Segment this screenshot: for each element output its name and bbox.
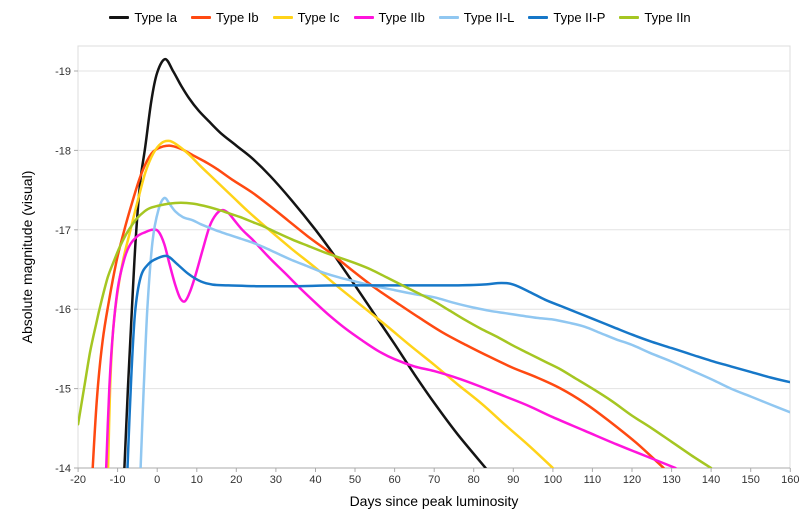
x-tick-label: 140 [702,474,720,486]
legend-item-type-iib: Type IIb [353,9,425,25]
legend-swatch-type-ii-p [528,15,549,19]
x-tick-label: 110 [584,474,602,486]
legend-swatch-type-ic [272,15,293,19]
x-tick-label: 90 [507,474,519,486]
y-tick-label: -17 [55,225,71,237]
x-tick-label: 100 [544,474,562,486]
curve-type-ia [123,57,487,468]
x-tick-label: 60 [388,474,400,486]
y-tick-label: -15 [55,384,71,396]
legend-label: Type Ib [215,9,259,25]
curve-type-ii-p [126,254,790,468]
legend-item-type-ic: Type Ic [272,9,340,25]
legend-item-type-ii-p: Type II-P [528,10,605,25]
curve-type-ii-l [139,196,790,468]
x-tick-label: 50 [349,474,361,486]
x-tick-label: -10 [110,474,126,486]
chart-legend: Type Ia Type Ib Type Ic Type IIb Type II-L Ty… [0,6,800,28]
curve-type-iin [78,201,713,468]
curve-type-iib [104,208,677,468]
x-tick-label: 20 [230,474,242,486]
x-tick-label: -20 [70,474,86,486]
y-axis-title: Absolute magnitude (visual) [19,170,35,344]
legend-item-type-ii-l: Type II-L [438,9,515,25]
legend-label: Type Ia [134,9,177,25]
legend-item-type-ia: Type Ia [109,10,177,25]
x-tick-label: 150 [742,474,760,486]
legend-item-type-ib: Type Ib [190,9,259,25]
x-tick-label: 30 [270,474,282,486]
legend-label: Type II-P [553,9,606,25]
x-tick-label: 0 [154,474,160,486]
x-tick-label: 40 [309,474,321,486]
legend-swatch-type-ia [109,15,130,19]
x-tick-label: 70 [428,474,440,486]
x-tick-label: 120 [623,474,641,486]
legend-swatch-type-ii-l [438,15,459,19]
x-tick-label: 130 [662,474,680,486]
y-tick-label: -14 [55,463,71,475]
curve-type-ib [91,144,665,468]
x-tick-label: 80 [468,474,480,486]
x-tick-label: 10 [191,474,203,486]
x-tick-label: 160 [781,474,799,486]
y-tick-label: -18 [55,145,71,157]
y-tick-label: -19 [55,66,71,78]
legend-swatch-type-iin [619,15,640,19]
x-axis-title: Days since peak luminosity [349,493,519,509]
legend-swatch-type-ib [190,15,211,19]
curve-type-ic [106,139,555,468]
legend-label: Type IIb [378,9,425,25]
legend-swatch-type-iib [353,15,374,19]
legend-label: Type Ic [297,9,340,25]
legend-label: Type IIn [644,9,691,25]
legend-label: Type II-L [463,9,515,25]
legend-item-type-iin: Type IIn [619,9,691,25]
y-tick-label: -16 [55,304,71,316]
